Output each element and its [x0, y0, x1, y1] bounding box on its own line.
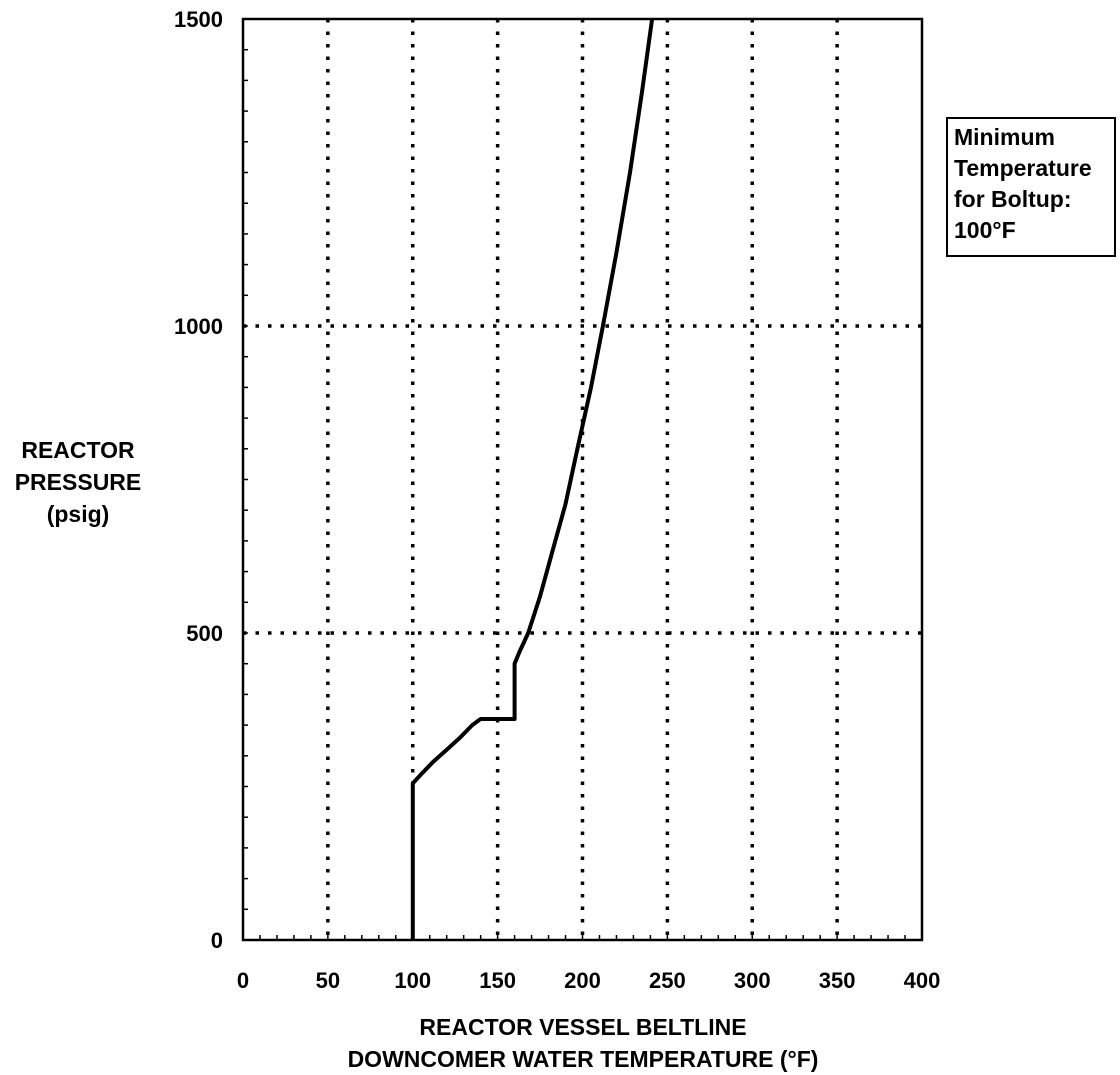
y-tick-label: 0: [211, 928, 223, 953]
y-tick-label: 500: [186, 621, 223, 646]
y-axis-title-line: PRESSURE: [15, 469, 142, 495]
plot-frame: [241, 17, 924, 942]
annotation-line-2: Temperature: [954, 155, 1092, 181]
y-tick-label: 1000: [174, 314, 223, 339]
x-axis-title-line: DOWNCOMER WATER TEMPERATURE (°F): [348, 1046, 819, 1072]
x-tick-label: 400: [904, 968, 941, 993]
boltup-annotation: Minimum Temperature for Boltup: 100°F: [946, 117, 1116, 257]
x-tick-label: 50: [316, 968, 340, 993]
x-tick-label: 150: [479, 968, 516, 993]
x-tick-label: 0: [237, 968, 249, 993]
annotation-line-3: for Boltup:: [954, 186, 1072, 212]
y-tick-labels: 0 500 1000 1500: [174, 7, 223, 953]
x-tick-label: 300: [734, 968, 771, 993]
y-axis-title-line: (psig): [47, 501, 110, 527]
annotation-line-1: Minimum: [954, 124, 1055, 150]
annotation-line-4: 100°F: [954, 217, 1016, 243]
y-tick-label: 1500: [174, 7, 223, 32]
y-axis-title-line: REACTOR: [21, 437, 135, 463]
x-tick-label: 250: [649, 968, 686, 993]
x-axis-title-line: REACTOR VESSEL BELTLINE: [419, 1014, 746, 1040]
y-axis-title: REACTOR PRESSURE (psig): [15, 437, 142, 527]
x-tick-label: 100: [394, 968, 431, 993]
grid-lines: [243, 19, 922, 940]
x-tick-labels: 0 50 100 150 200 250 300 350 400: [237, 968, 940, 993]
x-axis-title: REACTOR VESSEL BELTLINE DOWNCOMER WATER T…: [348, 1014, 819, 1072]
x-tick-label: 350: [819, 968, 856, 993]
x-tick-label: 200: [564, 968, 601, 993]
pressure-temperature-limit-curve: [410, 18, 655, 940]
